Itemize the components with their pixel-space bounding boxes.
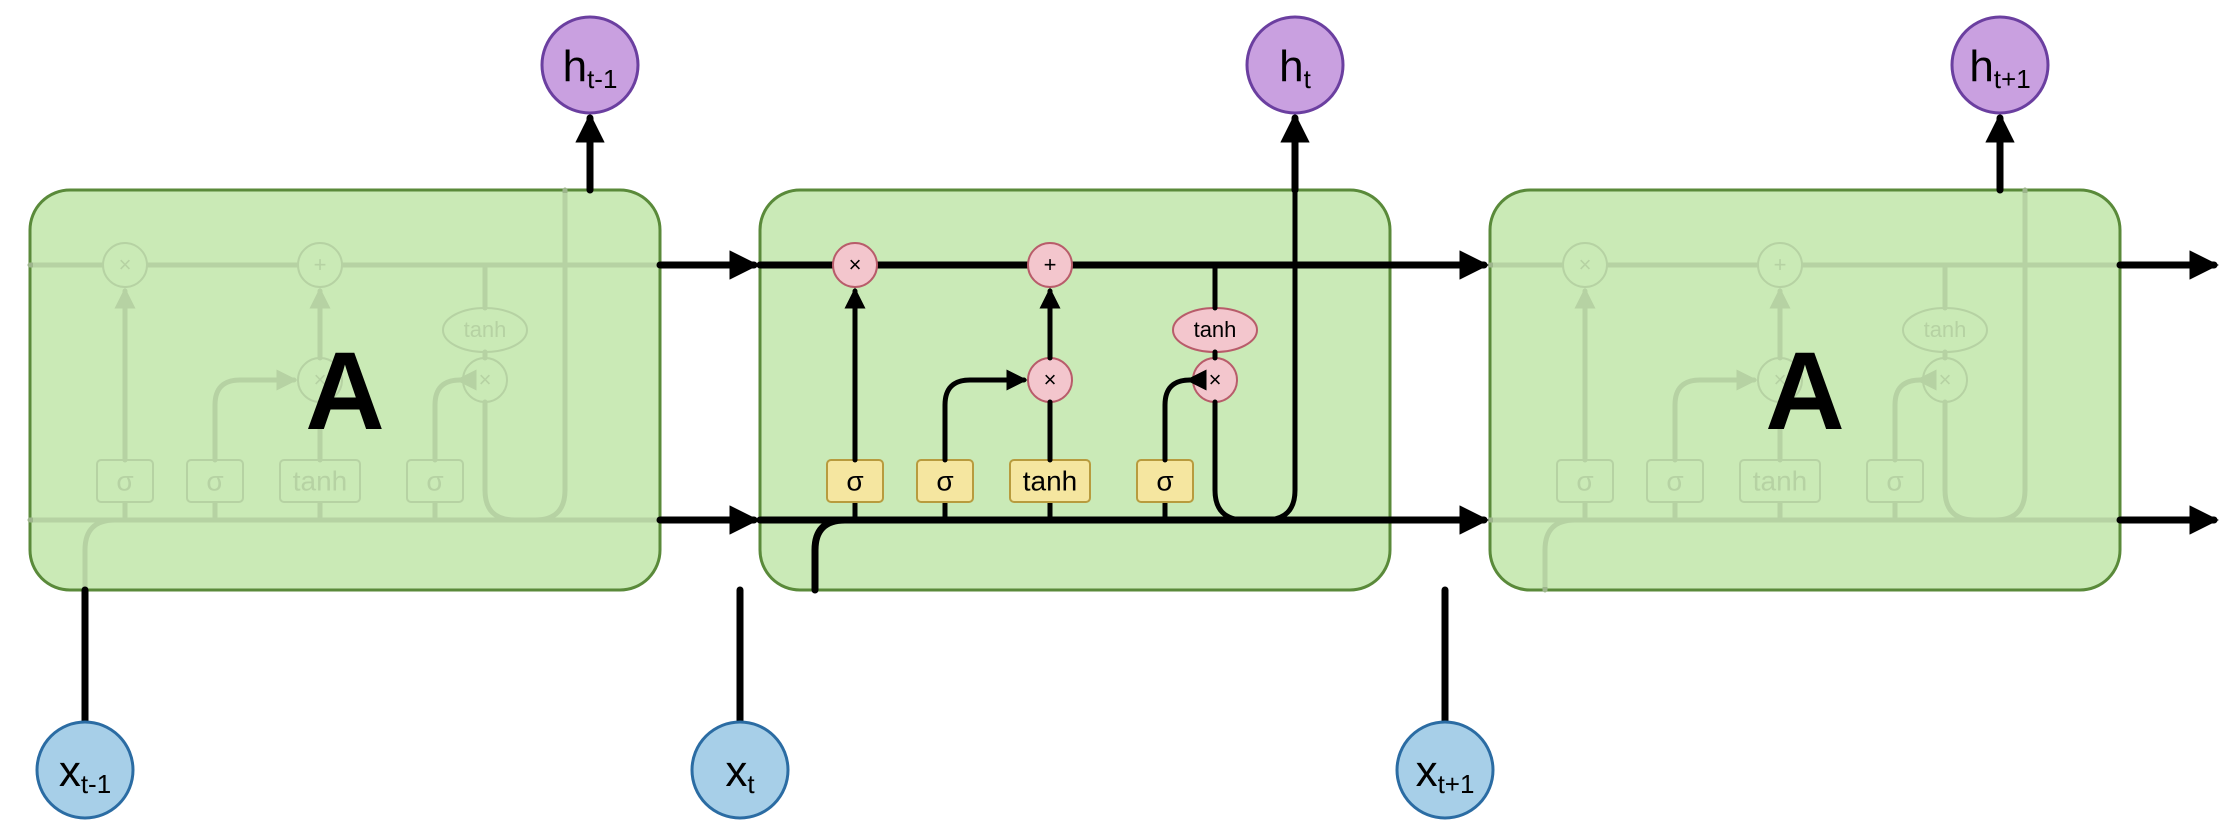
op-label-mul1: ×: [849, 252, 862, 277]
cell-left: σσtanhσ×+×tanh×A: [30, 190, 660, 590]
gate-label-tanh: tanh: [1023, 465, 1078, 496]
op-label-tanh2: tanh: [1194, 317, 1237, 342]
lstm-diagram: σσtanhσ×+×tanh×A σ σ tanh σ × + × tanh × σσtanhσ×+…: [0, 0, 2233, 839]
op-label-add: +: [1044, 252, 1057, 277]
cell-label-left: A: [305, 330, 384, 453]
gate-label-sigma1: σ: [846, 465, 863, 496]
cell-center: σ σ tanh σ × + × tanh ×: [760, 190, 1390, 590]
gate-label-sigma2: σ: [936, 465, 953, 496]
gate-label-sigma3: σ: [1156, 465, 1173, 496]
cell-right: σσtanhσ×+×tanh×A: [1490, 190, 2120, 590]
cell-label-right: A: [1765, 330, 1844, 453]
op-label-mul2: ×: [1044, 367, 1057, 392]
op-label-mul3: ×: [1209, 367, 1222, 392]
